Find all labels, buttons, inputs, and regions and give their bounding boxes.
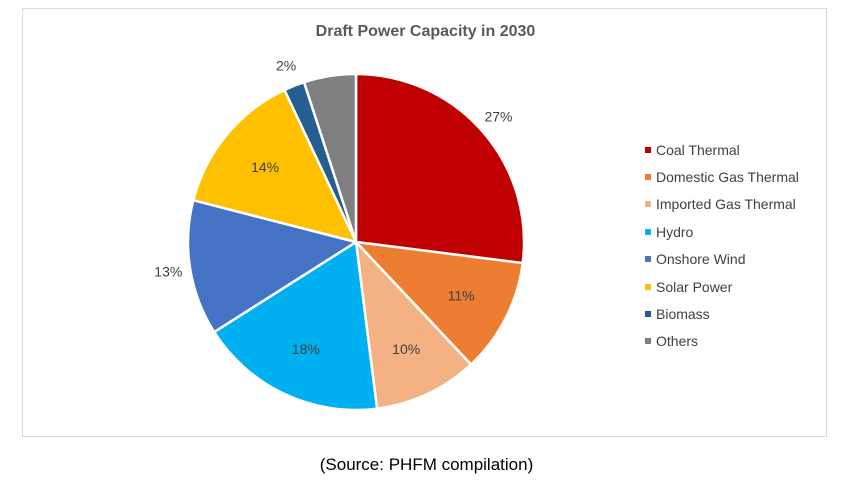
chart-area: Draft Power Capacity in 2030 27% 11% 10% 18…: [22, 8, 827, 437]
chart-title: Draft Power Capacity in 2030: [315, 23, 536, 40]
source-caption: (Source: PHFM compilation): [319, 455, 534, 474]
data-label-solar-power: 14%: [251, 159, 279, 175]
data-label-hydro: 18%: [292, 341, 320, 357]
legend-label: Others: [656, 333, 699, 350]
pie-slice-imported-gas-thermal: [354, 240, 473, 410]
legend-item-onshore-wind: Onshore Wind: [645, 246, 799, 273]
legend-item-domestic-gas-thermal: Domestic Gas Thermal: [645, 163, 799, 190]
pie-slice-onshore-wind: [186, 198, 358, 334]
legend-label: Solar Power: [656, 278, 733, 295]
data-label-imported-gas-thermal: 10%: [392, 341, 420, 357]
pie-slice-coal-thermal: [354, 72, 526, 265]
legend-swatch: [645, 201, 651, 208]
legend-item-hydro: Hydro: [645, 218, 799, 245]
pie-slice-domestic-gas-thermal: [354, 240, 524, 366]
legend-item-biomass: Biomass: [645, 300, 799, 327]
data-label-biomass: 2%: [276, 57, 296, 73]
data-label-domestic-gas-thermal: 11%: [448, 288, 475, 304]
data-label-coal-thermal: 27%: [484, 108, 512, 124]
legend-item-others: Others: [645, 328, 799, 355]
legend-item-solar-power: Solar Power: [645, 273, 799, 300]
legend-swatch: [645, 283, 651, 290]
legend-item-imported-gas-thermal: Imported Gas Thermal: [645, 191, 799, 218]
legend-item-coal-thermal: Coal Thermal: [645, 136, 799, 163]
pie-slice-hydro: [212, 240, 379, 412]
legend-swatch: [645, 146, 651, 153]
legend-swatch: [645, 338, 651, 345]
legend-label: Biomass: [656, 306, 710, 323]
legend-label: Onshore Wind: [656, 251, 746, 268]
legend-label: Imported Gas Thermal: [656, 196, 796, 213]
pie-slice-others: [302, 72, 358, 244]
legend-swatch: [645, 228, 651, 235]
data-label-onshore-wind: 13%: [154, 264, 182, 280]
pie-slice-solar-power: [192, 88, 358, 244]
chart-legend: Coal Thermal Domestic Gas Thermal Imported…: [645, 136, 799, 355]
legend-label: Domestic Gas Thermal: [656, 169, 799, 186]
legend-label: Coal Thermal: [656, 141, 740, 158]
legend-swatch: [645, 174, 651, 181]
legend-label: Hydro: [656, 223, 694, 240]
legend-swatch: [645, 311, 651, 318]
legend-swatch: [645, 256, 651, 263]
pie-chart: 27% 11% 10% 18% 13% 14% 2%: [154, 57, 526, 412]
